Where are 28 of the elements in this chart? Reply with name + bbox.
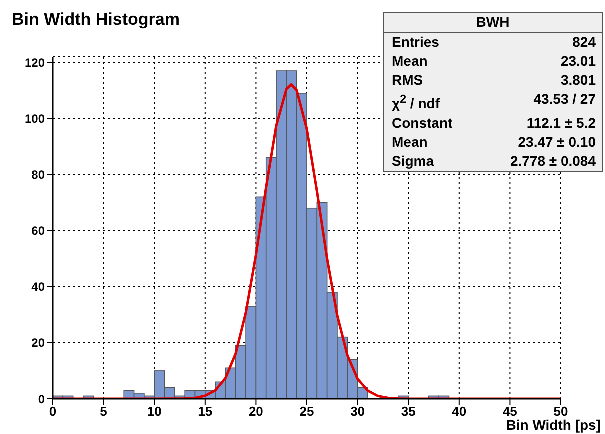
x-axis-title: Bin Width [ps] (506, 417, 601, 433)
y-tick-label: 100 (24, 112, 46, 126)
y-tick-label: 80 (32, 168, 46, 182)
text: Entries 824 (392, 34, 596, 50)
x-tick-label: 20 (248, 404, 264, 420)
y-tick-label: 20 (32, 336, 46, 350)
x-tick-label: 45 (502, 404, 518, 420)
y-tick-label: 120 (24, 56, 46, 70)
y-tick-label: 60 (32, 224, 46, 238)
text: BWH (384, 13, 602, 33)
x-tick-label: 5 (100, 404, 108, 420)
x-tick-label: 10 (147, 404, 162, 420)
y-tick-label: 0 (38, 392, 46, 406)
x-tick-label: 15 (198, 404, 213, 420)
text: Sigma 2.778 ± 0.084 (392, 152, 596, 169)
x-tick-label: 25 (300, 404, 314, 420)
x-tick-label: 35 (401, 404, 416, 420)
chart-title: Bin Width Histogram (12, 10, 180, 30)
x-tick-label: 50 (554, 404, 568, 420)
text: Mean 23.47 ± 0.10 (392, 134, 596, 150)
y-tick-label: 40 (32, 280, 46, 294)
x-tick-label: 0 (49, 404, 57, 420)
text: Mean 23.01 (392, 53, 596, 69)
x-tick-label: 30 (350, 404, 366, 420)
text: RMS 3.801 (392, 72, 596, 88)
text: Constant 112.1 ± 5.2 (392, 114, 596, 131)
text: χ$^{2}$ / ndf 43.53 / 27 (392, 91, 596, 112)
x-tick-label: 40 (452, 404, 467, 420)
